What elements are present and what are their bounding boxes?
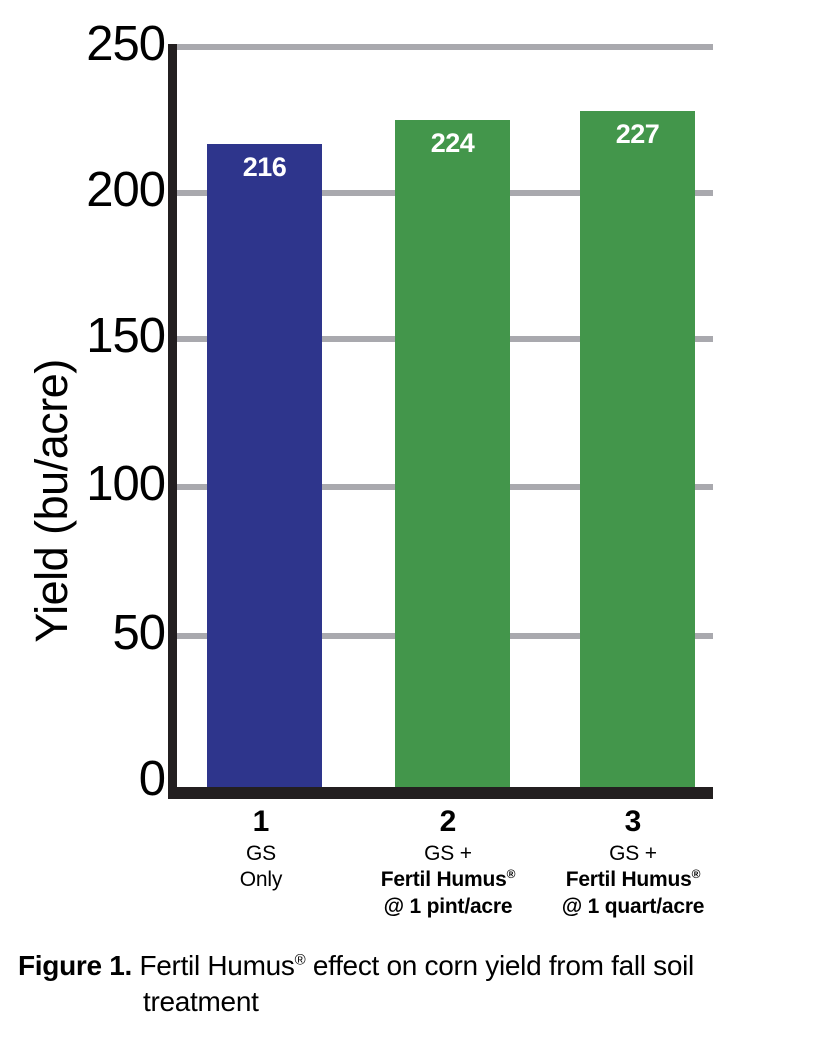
- bar-2[interactable]: 224: [395, 120, 510, 790]
- x-category-line-3-3: @ 1 quart/acre: [561, 895, 705, 919]
- y-tick-label-150: 150: [86, 309, 166, 363]
- registered-trademark-icon: ®: [294, 951, 306, 969]
- bar-value-label-3: 227: [615, 119, 660, 149]
- x-category-line-3-2-text: Fertil Humus: [565, 868, 692, 892]
- bar-1[interactable]: 216: [207, 144, 322, 790]
- caption-text-part-2: effect on corn yield from fall soil: [305, 950, 694, 981]
- x-category-line-1-1: GS: [246, 841, 276, 865]
- y-tick-label-200: 200: [86, 163, 166, 217]
- gridline-250: [173, 44, 713, 50]
- registered-trademark-icon: ®: [691, 867, 701, 882]
- caption-figure-number: Figure 1.: [18, 950, 132, 981]
- x-category-line-2-1: GS +: [424, 841, 472, 865]
- x-category-line-1-2: Only: [239, 868, 283, 892]
- caption-line-2: treatment: [143, 986, 259, 1018]
- x-category-number-2: 2: [439, 805, 457, 838]
- x-category-line-3-1: GS +: [609, 841, 657, 865]
- x-category-line-3-2: Fertil Humus®: [544, 867, 722, 894]
- bar-value-label-2: 224: [430, 128, 475, 158]
- x-category-2: 2 GS + Fertil Humus® @ 1 pint/acre: [359, 806, 537, 921]
- x-axis-category-labels: 1 GS Only 2 GS + Fertil Humus® @ 1 pint/…: [173, 806, 713, 941]
- x-category-number-3: 3: [624, 805, 642, 838]
- x-axis-line: [168, 787, 713, 799]
- x-category-3: 3 GS + Fertil Humus® @ 1 quart/acre: [544, 806, 722, 921]
- bar-value-label-1: 216: [242, 152, 287, 182]
- y-axis-tick-labels: 250 200 150 100 50 0: [45, 0, 166, 1042]
- caption-text-part-1: Fertil Humus: [132, 950, 295, 981]
- y-tick-label-0: 0: [138, 752, 166, 806]
- x-category-number-1: 1: [252, 805, 270, 838]
- y-tick-label-100: 100: [86, 457, 166, 511]
- registered-trademark-icon: ®: [506, 867, 516, 882]
- bar-3[interactable]: 227: [580, 111, 695, 790]
- x-category-line-2-2-text: Fertil Humus: [380, 868, 507, 892]
- figure-caption: Figure 1. Fertil Humus® effect on corn y…: [18, 948, 808, 1021]
- y-tick-label-50: 50: [112, 606, 166, 660]
- x-category-line-2-3: @ 1 pint/acre: [383, 895, 513, 919]
- y-axis-line: [168, 44, 177, 796]
- x-category-line-2-2: Fertil Humus®: [359, 867, 537, 894]
- plot-area: 216 224 227: [173, 44, 713, 790]
- y-tick-label-250: 250: [86, 17, 166, 71]
- x-category-1: 1 GS Only: [172, 806, 350, 894]
